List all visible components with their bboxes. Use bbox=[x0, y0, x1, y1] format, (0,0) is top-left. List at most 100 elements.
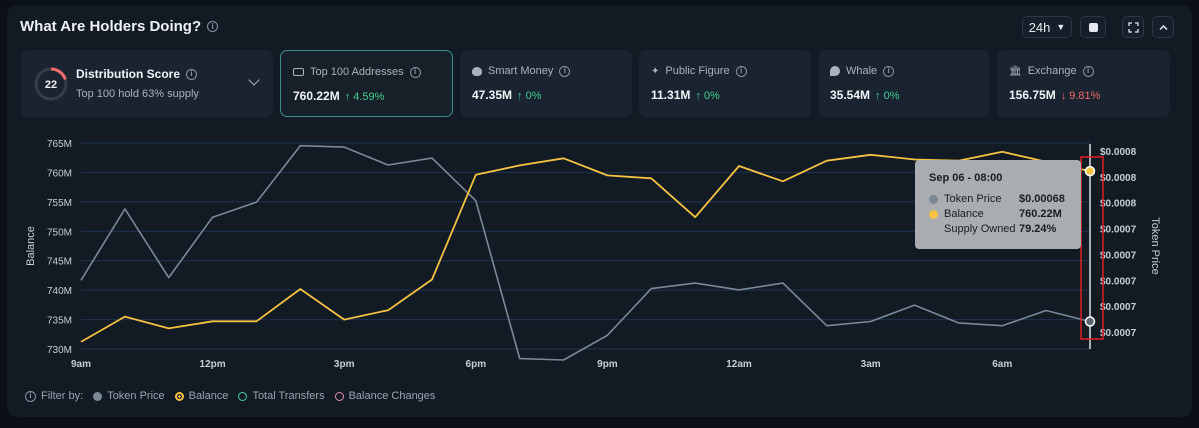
metric-card-exchange[interactable]: 🏛 Exchange i 156.75M ↓ 9.81% bbox=[997, 50, 1170, 117]
x-axis: 9am 12pm 3pm 6pm 9pm 12am 3am 6am bbox=[71, 359, 1012, 370]
filter-label-text: Filter by: bbox=[41, 390, 84, 402]
filter-item-label: Token Price bbox=[107, 390, 165, 402]
info-icon: i bbox=[25, 390, 36, 402]
collapse-button[interactable] bbox=[1152, 16, 1174, 38]
period-select[interactable]: 24h ▼ bbox=[1022, 16, 1072, 38]
chart-tooltip: Sep 06 - 08:00 Token Price $0.00068 Bala… bbox=[915, 160, 1081, 249]
filter-total-transfers[interactable]: Total Transfers bbox=[238, 390, 325, 402]
metric-value-row: 47.35M ↑ 0% bbox=[472, 88, 542, 102]
calendar-icon bbox=[1088, 22, 1098, 32]
fullscreen-icon bbox=[1127, 21, 1139, 33]
filter-dot bbox=[238, 391, 248, 401]
metric-card-whale[interactable]: Whale i 35.54M ↑ 0% bbox=[818, 50, 990, 117]
metric-value-row: 35.54M ↑ 0% bbox=[830, 88, 900, 102]
metric-head: Smart Money i bbox=[472, 65, 571, 77]
metric-label: Whale bbox=[846, 65, 878, 77]
tooltip-balance-row: Balance 760.22M bbox=[929, 208, 1062, 220]
y-tick-label: 765M bbox=[47, 139, 72, 150]
y-tick-label: 755M bbox=[47, 198, 72, 209]
chevron-up-icon bbox=[1158, 24, 1168, 30]
distribution-subtitle: Top 100 hold 63% supply bbox=[76, 88, 199, 100]
x-tick-label: 3pm bbox=[334, 359, 355, 370]
y2-tick-label: $0.0007 bbox=[1100, 276, 1137, 287]
y2-tick-label: $0.0008 bbox=[1100, 147, 1137, 158]
calendar-button[interactable] bbox=[1080, 16, 1106, 38]
y-tick-label: 735M bbox=[47, 316, 72, 327]
y-tick-label: 730M bbox=[47, 345, 72, 356]
tooltip-price-row: Token Price $0.00068 bbox=[929, 193, 1065, 205]
metric-change: ↑ 0% bbox=[695, 90, 720, 102]
y2-tick-label: $0.0008 bbox=[1100, 199, 1137, 210]
y2-tick-label: $0.0007 bbox=[1100, 302, 1137, 313]
brain-icon bbox=[472, 66, 482, 76]
tooltip-balance-label: Balance bbox=[944, 208, 984, 220]
x-tick-label: 12am bbox=[726, 359, 752, 370]
filter-token-price[interactable]: Token Price bbox=[93, 390, 165, 402]
tooltip-price-value: $0.00068 bbox=[1019, 193, 1065, 205]
y2-tick-label: $0.0008 bbox=[1100, 173, 1137, 184]
metric-label: Top 100 Addresses bbox=[310, 66, 404, 78]
info-icon[interactable]: i bbox=[186, 68, 198, 80]
panel-title-text: What Are Holders Doing? bbox=[20, 18, 202, 35]
info-icon[interactable]: i bbox=[207, 21, 219, 32]
metric-card-smart-money[interactable]: Smart Money i 47.35M ↑ 0% bbox=[460, 50, 632, 117]
metric-head: 🏛 Exchange i bbox=[1009, 65, 1094, 77]
filter-item-label: Balance Changes bbox=[348, 390, 436, 402]
x-tick-label: 12pm bbox=[200, 359, 226, 370]
y-axis-right: $0.0008 $0.0008 $0.0008 $0.0007 $0.0007 $0.00… bbox=[1100, 147, 1137, 339]
metric-value-row: 156.75M ↓ 9.81% bbox=[1009, 88, 1100, 102]
y-axis-label: Balance bbox=[25, 226, 37, 266]
info-icon[interactable]: i bbox=[1082, 65, 1094, 77]
filter-balance-changes[interactable]: Balance Changes bbox=[334, 390, 436, 402]
x-tick-label: 6pm bbox=[466, 359, 487, 370]
price-dot bbox=[929, 194, 938, 204]
distribution-score-card[interactable]: 22 Distribution Score i Top 100 hold 63%… bbox=[21, 50, 273, 117]
metric-label: Smart Money bbox=[488, 65, 554, 77]
tooltip-supply-value: 79.24% bbox=[1019, 223, 1057, 235]
metric-value: 156.75M bbox=[1009, 88, 1056, 102]
balance-dot bbox=[929, 209, 938, 219]
chart-series bbox=[80, 144, 1096, 361]
info-icon[interactable]: i bbox=[735, 65, 747, 77]
info-icon[interactable]: i bbox=[559, 65, 571, 77]
x-tick-label: 6am bbox=[992, 359, 1012, 370]
filter-dot bbox=[93, 391, 103, 401]
metric-card-top100[interactable]: Top 100 Addresses i 760.22M ↑ 4.59% bbox=[280, 50, 453, 117]
filter-balance[interactable]: Balance bbox=[174, 390, 228, 402]
metric-head: Top 100 Addresses i bbox=[293, 66, 421, 78]
metric-head: Whale i bbox=[830, 65, 895, 77]
highlight-box bbox=[1080, 156, 1104, 340]
info-icon[interactable]: i bbox=[883, 65, 895, 77]
distribution-title: Distribution Score i bbox=[76, 67, 198, 81]
y2-axis-label: Token Price bbox=[1149, 217, 1161, 274]
metric-change: ↓ 9.81% bbox=[1060, 90, 1101, 102]
score-value: 22 bbox=[45, 79, 57, 91]
y-tick-label: 745M bbox=[47, 257, 72, 268]
fullscreen-button[interactable] bbox=[1122, 16, 1144, 38]
filter-bar: i Filter by: Token Price Balance Total T… bbox=[25, 390, 435, 402]
filter-dot bbox=[174, 391, 184, 401]
metric-value-row: 11.31M ↑ 0% bbox=[651, 88, 720, 102]
wallet-icon bbox=[293, 68, 304, 76]
metric-change: ↑ 0% bbox=[517, 90, 542, 102]
x-tick-label: 9pm bbox=[597, 359, 618, 370]
bank-icon: 🏛 bbox=[1009, 65, 1022, 77]
y-tick-label: 750M bbox=[47, 227, 72, 238]
y2-tick-label: $0.0007 bbox=[1100, 225, 1137, 236]
metric-head: ✦ Public Figure i bbox=[651, 65, 747, 77]
balance-line bbox=[80, 150, 1091, 343]
caret-down-icon: ▼ bbox=[1056, 22, 1066, 32]
metric-change: ↑ 4.59% bbox=[344, 91, 385, 103]
metric-card-public-figure[interactable]: ✦ Public Figure i 11.31M ↑ 0% bbox=[639, 50, 811, 117]
metric-cards: 22 Distribution Score i Top 100 hold 63%… bbox=[21, 50, 1170, 117]
x-tick-label: 3am bbox=[861, 359, 881, 370]
sparkle-icon: ✦ bbox=[651, 65, 660, 77]
tooltip-price-label: Token Price bbox=[944, 193, 1002, 205]
header-controls: 24h ▼ bbox=[1022, 16, 1174, 38]
metric-label: Public Figure bbox=[665, 65, 730, 77]
info-icon[interactable]: i bbox=[409, 66, 421, 78]
balance-marker bbox=[1084, 165, 1096, 177]
panel-title: What Are Holders Doing? i bbox=[20, 18, 219, 35]
y2-tick-label: $0.0007 bbox=[1100, 328, 1137, 339]
